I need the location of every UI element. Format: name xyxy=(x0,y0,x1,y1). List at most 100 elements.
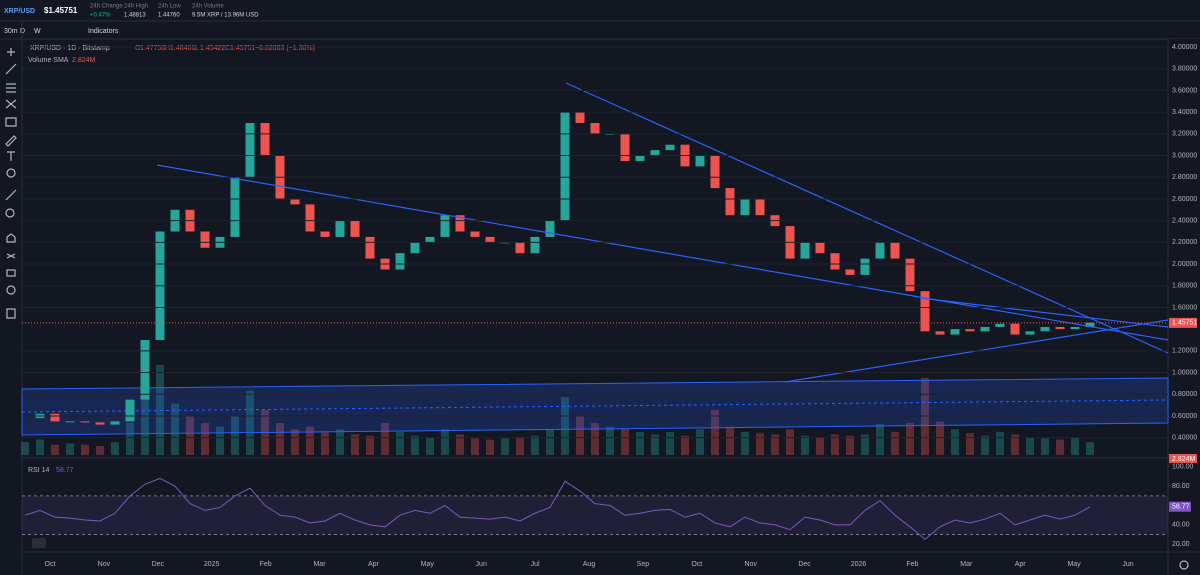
channel-mid xyxy=(21,399,1169,413)
ruler-tool[interactable] xyxy=(5,189,17,201)
volume-bar xyxy=(141,390,149,455)
zoom-tool[interactable] xyxy=(5,208,15,218)
x-tick-label: May xyxy=(1067,561,1081,568)
rsi-tick-label: 100.00 xyxy=(1172,464,1194,471)
y-tick-label: 3.00000 xyxy=(1172,152,1197,159)
rsi-tick-label: 40.00 xyxy=(1172,522,1190,529)
line-tool[interactable] xyxy=(5,63,17,75)
delete-tool[interactable] xyxy=(6,308,16,319)
visibility-tool[interactable] xyxy=(6,285,16,295)
candle xyxy=(740,198,750,216)
candle xyxy=(980,326,990,332)
y-tick-label: 0.40000 xyxy=(1172,434,1197,441)
volume-bar xyxy=(966,433,974,455)
candle xyxy=(65,421,75,423)
volume-bar xyxy=(126,422,134,455)
interval[interactable]: W xyxy=(34,28,41,35)
volume-bar xyxy=(936,421,944,455)
volume-bar xyxy=(171,403,179,455)
emoji-tool[interactable] xyxy=(6,168,16,178)
candle xyxy=(80,421,90,423)
stat-label: 24h Change xyxy=(90,4,123,10)
pattern-tool[interactable] xyxy=(5,99,17,109)
x-tick-label: Dec xyxy=(152,561,165,568)
settings[interactable] xyxy=(1179,560,1189,570)
candle xyxy=(845,269,855,275)
brush-tool[interactable] xyxy=(5,135,17,147)
volume-bar xyxy=(711,410,719,455)
volume-bar xyxy=(651,434,659,455)
volume-bar xyxy=(816,437,824,455)
y-tick-label: 1.00000 xyxy=(1172,369,1197,376)
crosshair-tool[interactable] xyxy=(7,48,15,56)
symbol[interactable]: XRP/USD xyxy=(4,8,35,15)
interval[interactable]: D xyxy=(20,28,25,35)
indicators[interactable]: Indicators xyxy=(88,28,119,35)
last-price-text: 1.45751 xyxy=(1172,320,1197,327)
logo xyxy=(32,538,46,548)
volume-bar xyxy=(636,431,644,455)
volume-bar xyxy=(426,437,434,455)
volume-bar xyxy=(456,434,464,455)
y-tick-label: 2.60000 xyxy=(1172,196,1197,203)
volume-bar xyxy=(396,431,404,455)
candle xyxy=(815,242,825,254)
candle xyxy=(125,399,135,422)
volume-bar xyxy=(366,435,374,455)
x-tick-label: Apr xyxy=(1015,561,1027,568)
stats: 24h Change +0.47% 24h High 1.48813 24h Low 1.… xyxy=(90,4,259,19)
y-tick-label: 3.40000 xyxy=(1172,109,1197,116)
candle xyxy=(650,150,660,156)
volume-bar xyxy=(411,435,419,455)
x-tick-label: Mar xyxy=(313,561,326,568)
lock-tool[interactable] xyxy=(6,269,16,277)
volume-bar xyxy=(546,429,554,455)
y-tick-label: 1.80000 xyxy=(1172,283,1197,290)
y-tick-label: 0.60000 xyxy=(1172,413,1197,420)
candle xyxy=(260,123,270,156)
trendline xyxy=(919,297,1169,328)
x-tick-label: Oct xyxy=(691,561,702,568)
volume-bar xyxy=(561,397,569,455)
text-tool[interactable] xyxy=(7,151,15,161)
ohlc-value: 1.48466 xyxy=(170,45,195,52)
rsi-band xyxy=(22,495,1168,535)
volume-bar xyxy=(51,444,59,455)
candle xyxy=(1055,326,1065,330)
volume-tag xyxy=(1169,454,1197,463)
interval[interactable]: 30m xyxy=(4,28,18,35)
y-tick-label: 2.20000 xyxy=(1172,239,1197,246)
ohlc-key: O xyxy=(135,45,141,52)
rsi-tag-text: 58.77 xyxy=(1172,504,1190,511)
ohlc-value: 1.45751 xyxy=(230,45,255,52)
top-bar xyxy=(0,0,1200,21)
candle xyxy=(335,220,345,237)
y-tick-label: 3.60000 xyxy=(1172,87,1197,94)
toolbar: 30m D W Indicators xyxy=(4,28,119,35)
y-tick-label: 3.20000 xyxy=(1172,131,1197,138)
candle xyxy=(50,413,60,422)
lock-draw-tool[interactable] xyxy=(6,253,16,259)
volume-value: 2.824M xyxy=(72,57,96,64)
volume-bar xyxy=(186,416,194,455)
fib-tool[interactable] xyxy=(6,83,16,93)
volume-bar xyxy=(876,424,884,455)
volume-bar xyxy=(21,442,29,455)
candle xyxy=(710,155,720,189)
rsi-tick-label: 20.00 xyxy=(1172,541,1190,548)
volume-bar xyxy=(1071,437,1079,455)
candle xyxy=(1040,326,1050,332)
y-tick-label: 3.80000 xyxy=(1172,66,1197,73)
y-tick-label: 4.00000 xyxy=(1172,44,1197,51)
y-tick-label: 1.20000 xyxy=(1172,348,1197,355)
volume-bar xyxy=(321,431,329,455)
candle xyxy=(410,242,420,254)
volume-bar xyxy=(591,422,599,455)
measure-tool[interactable] xyxy=(5,117,17,127)
ohlc: O 1.47750 H 1.48466 L 1.45422 C 1.45751 −0.02003… xyxy=(135,45,315,52)
magnet-tool[interactable] xyxy=(6,233,16,243)
volume-bar xyxy=(666,431,674,455)
candle xyxy=(110,421,120,425)
volume-bar xyxy=(531,435,539,455)
stat-value: 1.44760 xyxy=(158,13,180,19)
